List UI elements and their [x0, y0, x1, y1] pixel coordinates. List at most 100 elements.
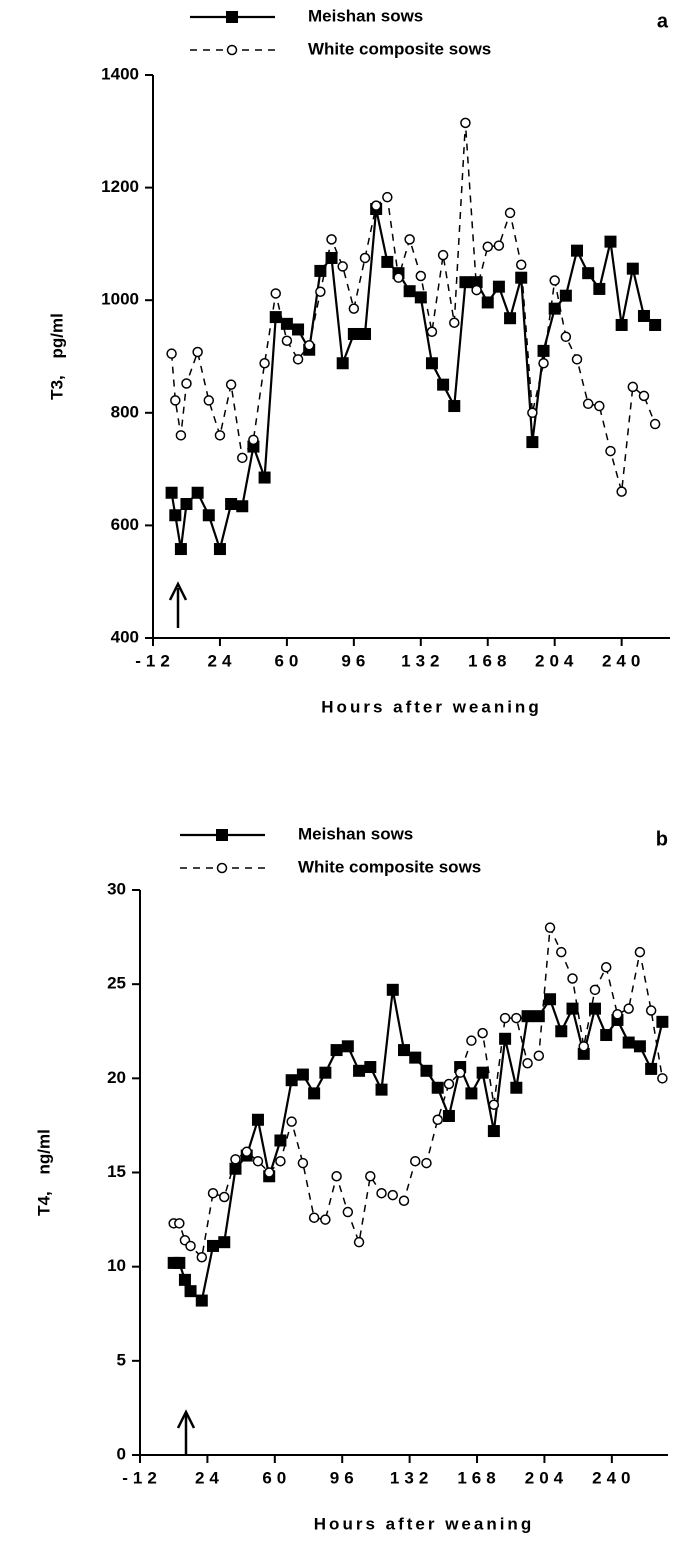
marker: [604, 235, 617, 248]
marker: [622, 1036, 635, 1049]
marker: [465, 1087, 478, 1100]
marker: [448, 400, 461, 413]
marker: [559, 289, 572, 302]
marker: [281, 335, 293, 346]
marker: [325, 251, 338, 264]
marker: [207, 1187, 219, 1199]
x-tick-label: 96: [341, 651, 370, 670]
marker: [571, 354, 583, 365]
y-tick-label: 30: [107, 879, 126, 898]
marker: [415, 270, 427, 282]
y-tick-label: 400: [111, 627, 139, 646]
y-tick-label: 5: [117, 1350, 126, 1369]
x-tick-label: 240: [602, 651, 645, 670]
marker: [544, 993, 557, 1006]
y-tick-label: 15: [107, 1162, 126, 1181]
marker: [185, 1240, 196, 1252]
marker: [184, 1285, 197, 1298]
marker: [511, 1012, 522, 1024]
marker: [582, 398, 594, 410]
y-tick-label: 600: [111, 515, 139, 534]
marker: [364, 1061, 377, 1074]
legend-label: Meishan sows: [298, 824, 413, 843]
marker: [387, 1189, 399, 1201]
marker: [588, 1002, 601, 1015]
marker: [237, 452, 248, 464]
marker: [225, 498, 238, 511]
marker: [241, 1146, 252, 1158]
marker: [437, 378, 450, 391]
y-axis-label: T3, pg/ml: [47, 313, 66, 400]
marker: [191, 486, 204, 499]
arrow-b: [176, 1409, 196, 1455]
x-tick-label: 24: [207, 651, 236, 670]
y-axis-label: T4, ng/ml: [34, 1129, 53, 1216]
y-tick-label: 20: [107, 1068, 126, 1087]
marker: [195, 1294, 208, 1307]
marker: [594, 400, 605, 412]
marker: [555, 1025, 568, 1038]
marker: [258, 471, 271, 484]
marker: [649, 318, 662, 331]
x-tick-label: -12: [122, 1468, 162, 1487]
series-line: [173, 924, 664, 1259]
marker: [589, 984, 601, 996]
series-line: [173, 989, 664, 1303]
marker: [626, 262, 639, 275]
marker: [566, 1002, 579, 1015]
marker: [459, 276, 472, 289]
marker: [347, 327, 360, 340]
panel-label: a: [657, 10, 669, 32]
marker: [488, 1099, 500, 1110]
marker: [175, 430, 187, 441]
marker: [633, 1040, 646, 1053]
marker: [202, 509, 215, 522]
marker: [236, 500, 249, 513]
marker: [481, 296, 494, 309]
y-tick-label: 800: [111, 402, 139, 421]
marker: [527, 407, 538, 419]
marker: [248, 434, 259, 446]
x-tick-label: -12: [135, 651, 175, 670]
marker: [336, 357, 349, 370]
marker: [303, 339, 315, 351]
marker: [420, 1064, 433, 1077]
marker: [251, 1113, 264, 1126]
marker: [169, 509, 182, 522]
x-tick-label: 204: [525, 1468, 568, 1487]
marker: [533, 1050, 545, 1061]
marker: [567, 973, 578, 984]
marker: [578, 1041, 589, 1052]
x-tick-label: 24: [195, 1468, 224, 1487]
marker: [499, 1032, 512, 1045]
marker: [308, 1212, 320, 1223]
y-tick-label: 1200: [101, 177, 139, 196]
marker: [615, 318, 628, 331]
marker: [348, 303, 360, 314]
marker: [376, 1187, 387, 1199]
marker: [308, 1087, 321, 1100]
x-tick-label: 132: [401, 651, 444, 670]
marker: [460, 117, 471, 129]
marker: [398, 1195, 410, 1206]
marker: [409, 1051, 422, 1064]
x-tick-label: 204: [535, 651, 578, 670]
marker: [471, 284, 482, 296]
marker: [510, 1081, 523, 1094]
marker: [443, 1078, 455, 1090]
marker: [492, 280, 505, 293]
marker: [386, 983, 399, 996]
marker: [634, 946, 646, 958]
y-tick-label: 10: [107, 1256, 126, 1275]
marker: [174, 543, 187, 556]
marker: [218, 1236, 231, 1249]
marker: [437, 249, 449, 261]
marker: [230, 1154, 241, 1165]
x-tick-label: 168: [457, 1468, 500, 1487]
marker: [219, 1191, 230, 1203]
marker: [404, 234, 415, 245]
marker: [174, 1218, 185, 1229]
marker: [521, 1010, 534, 1023]
marker: [612, 1009, 623, 1020]
